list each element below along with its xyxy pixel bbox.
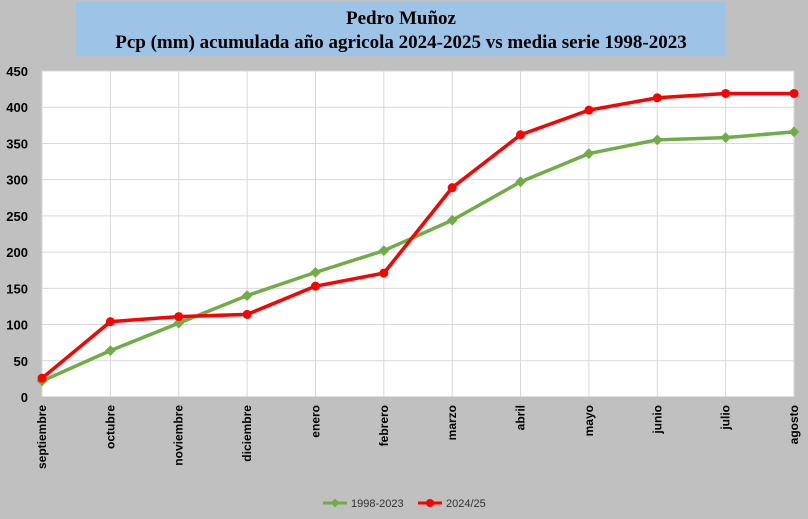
x-tick-label: enero [308,405,322,438]
legend-label: 1998-2023 [351,498,404,510]
data-point [584,105,594,115]
data-point [379,268,389,278]
legend: 1998-2023 2024/25 [323,498,486,510]
legend-item: 2024/25 [418,498,486,510]
data-point [583,148,595,159]
data-point [241,290,253,301]
data-point [721,88,731,98]
data-point [37,373,47,383]
x-tick-label: febrero [377,405,391,446]
x-tick-label: agosto [787,405,801,444]
data-point [652,93,662,103]
y-tick-label: 250 [6,209,28,224]
data-point [447,183,457,193]
data-point [310,267,321,278]
data-point [720,132,732,144]
data-point [446,214,458,226]
y-tick-label: 0 [21,390,28,405]
data-point [104,345,116,357]
title-box [76,2,726,56]
data-point [242,309,252,319]
data-point [516,130,526,140]
x-tick-label: abril [514,405,528,430]
data-point [515,176,526,188]
x-tick-label: diciembre [240,405,254,462]
x-tick-label: septiembre [35,405,49,469]
legend-item: 1998-2023 [323,498,404,510]
data-point [651,134,663,146]
y-tick-label: 100 [6,318,28,333]
y-tick-label: 50 [14,354,28,369]
chart-title: Pedro Muñoz [346,8,457,29]
series-line [40,130,796,383]
x-tick-label: octubre [103,405,117,449]
y-tick-label: 450 [6,64,28,79]
y-tick-label: 350 [6,136,28,151]
grid-lines [41,70,795,398]
series-2 [37,88,799,383]
data-point [378,245,390,257]
y-tick-label: 300 [6,173,28,188]
y-axis-ticks: 0 50 100 150 200 250 300 350 400 450 [6,64,28,405]
x-tick-label: mayo [582,405,596,436]
series-line [40,91,796,380]
series-layer [36,88,800,387]
y-tick-label: 200 [6,245,28,260]
data-point [789,88,799,98]
x-tick-label: junio [650,405,664,435]
data-point [174,312,184,322]
data-point [788,126,800,138]
legend-swatch-marker [426,499,434,507]
x-tick-label: julio [719,405,733,431]
data-point [173,317,185,329]
y-tick-label: 150 [6,281,28,296]
x-tick-label: marzo [445,405,459,440]
legend-label: 2024/25 [446,498,486,510]
x-axis-ticks: septiembre octubre noviembre diciembre enero… [35,405,801,469]
y-tick-label: 400 [6,100,28,115]
legend-swatch-marker [330,498,340,508]
data-point [310,281,320,291]
x-tick-label: noviembre [172,405,186,466]
chart-subtitle: Pcp (mm) acumulada año agricola 2024-202… [115,32,687,53]
data-point [105,317,115,327]
